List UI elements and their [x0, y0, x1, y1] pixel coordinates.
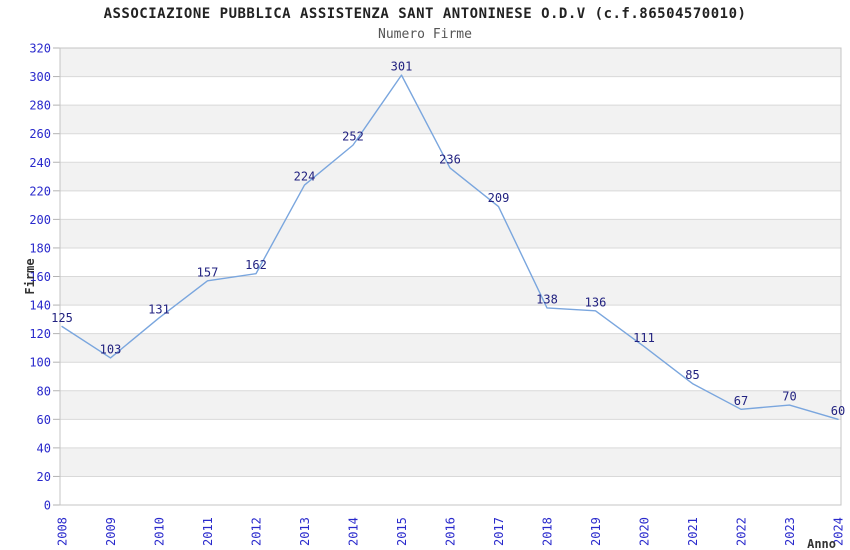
data-label: 224 — [294, 170, 316, 184]
y-tick-label: 240 — [29, 156, 51, 170]
plot-band — [60, 105, 841, 134]
data-label: 136 — [585, 295, 607, 309]
y-tick-label: 280 — [29, 99, 51, 113]
plot-band — [60, 219, 841, 248]
x-tick-label: 2022 — [735, 517, 749, 546]
y-tick-label: 0 — [44, 499, 51, 513]
x-tick-label: 2016 — [444, 517, 458, 546]
x-tick-label: 2015 — [395, 517, 409, 546]
x-tick-label: 2008 — [56, 517, 70, 546]
x-tick-label: 2010 — [153, 517, 167, 546]
x-tick-label: 2014 — [347, 517, 361, 546]
data-label: 138 — [536, 292, 558, 306]
y-tick-label: 300 — [29, 70, 51, 84]
data-label: 67 — [734, 394, 748, 408]
data-label: 209 — [488, 191, 510, 205]
x-tick-label: 2011 — [201, 517, 215, 546]
plot-band — [60, 390, 841, 420]
data-label: 70 — [782, 390, 796, 404]
x-tick-label: 2023 — [783, 517, 797, 546]
data-label: 162 — [245, 258, 267, 272]
y-axis-title: Firme — [23, 258, 37, 294]
y-tick-label: 200 — [29, 213, 51, 227]
y-tick-label: 120 — [29, 327, 51, 341]
x-axis-title: Anno — [807, 537, 836, 550]
plot-band — [60, 48, 841, 77]
y-tick-label: 320 — [29, 42, 51, 56]
series-line — [61, 74, 839, 421]
x-tick-label: 2021 — [686, 517, 700, 546]
y-tick-label: 20 — [37, 470, 51, 484]
data-label: 301 — [391, 60, 413, 74]
x-tick-label: 2012 — [250, 517, 264, 546]
plot-band — [60, 333, 841, 363]
y-tick-label: 40 — [37, 441, 51, 455]
plot-band — [60, 162, 841, 191]
plot-band — [60, 447, 841, 477]
data-label: 252 — [342, 130, 364, 144]
data-label: 111 — [633, 331, 655, 345]
chart-subtitle: Numero Firme — [378, 27, 472, 42]
y-tick-label: 220 — [29, 184, 51, 198]
data-label: 85 — [685, 368, 699, 382]
y-tick-label: 260 — [29, 127, 51, 141]
plot-band — [60, 276, 841, 306]
plot-border — [59, 47, 842, 506]
x-tick-label: 2019 — [589, 517, 603, 546]
y-tick-label: 60 — [37, 413, 51, 427]
y-tick-label: 180 — [29, 241, 51, 255]
x-tick-label: 2024 — [832, 517, 846, 546]
y-tick-label: 100 — [29, 356, 51, 370]
x-tick-label: 2020 — [638, 517, 652, 546]
data-label: 60 — [831, 404, 845, 418]
data-label: 157 — [197, 265, 219, 279]
x-tick-label: 2013 — [298, 517, 312, 546]
data-label: 103 — [100, 342, 122, 356]
y-tick-label: 140 — [29, 299, 51, 313]
data-label: 125 — [51, 311, 73, 325]
x-tick-label: 2018 — [541, 517, 555, 546]
x-tick-label: 2017 — [492, 517, 506, 546]
data-label: 131 — [148, 302, 170, 316]
y-tick-label: 160 — [29, 270, 51, 284]
data-label: 236 — [439, 152, 461, 166]
chart-title: ASSOCIAZIONE PUBBLICA ASSISTENZA SANT AN… — [103, 6, 747, 22]
y-tick-label: 80 — [37, 384, 51, 398]
x-tick-label: 2009 — [104, 517, 118, 546]
